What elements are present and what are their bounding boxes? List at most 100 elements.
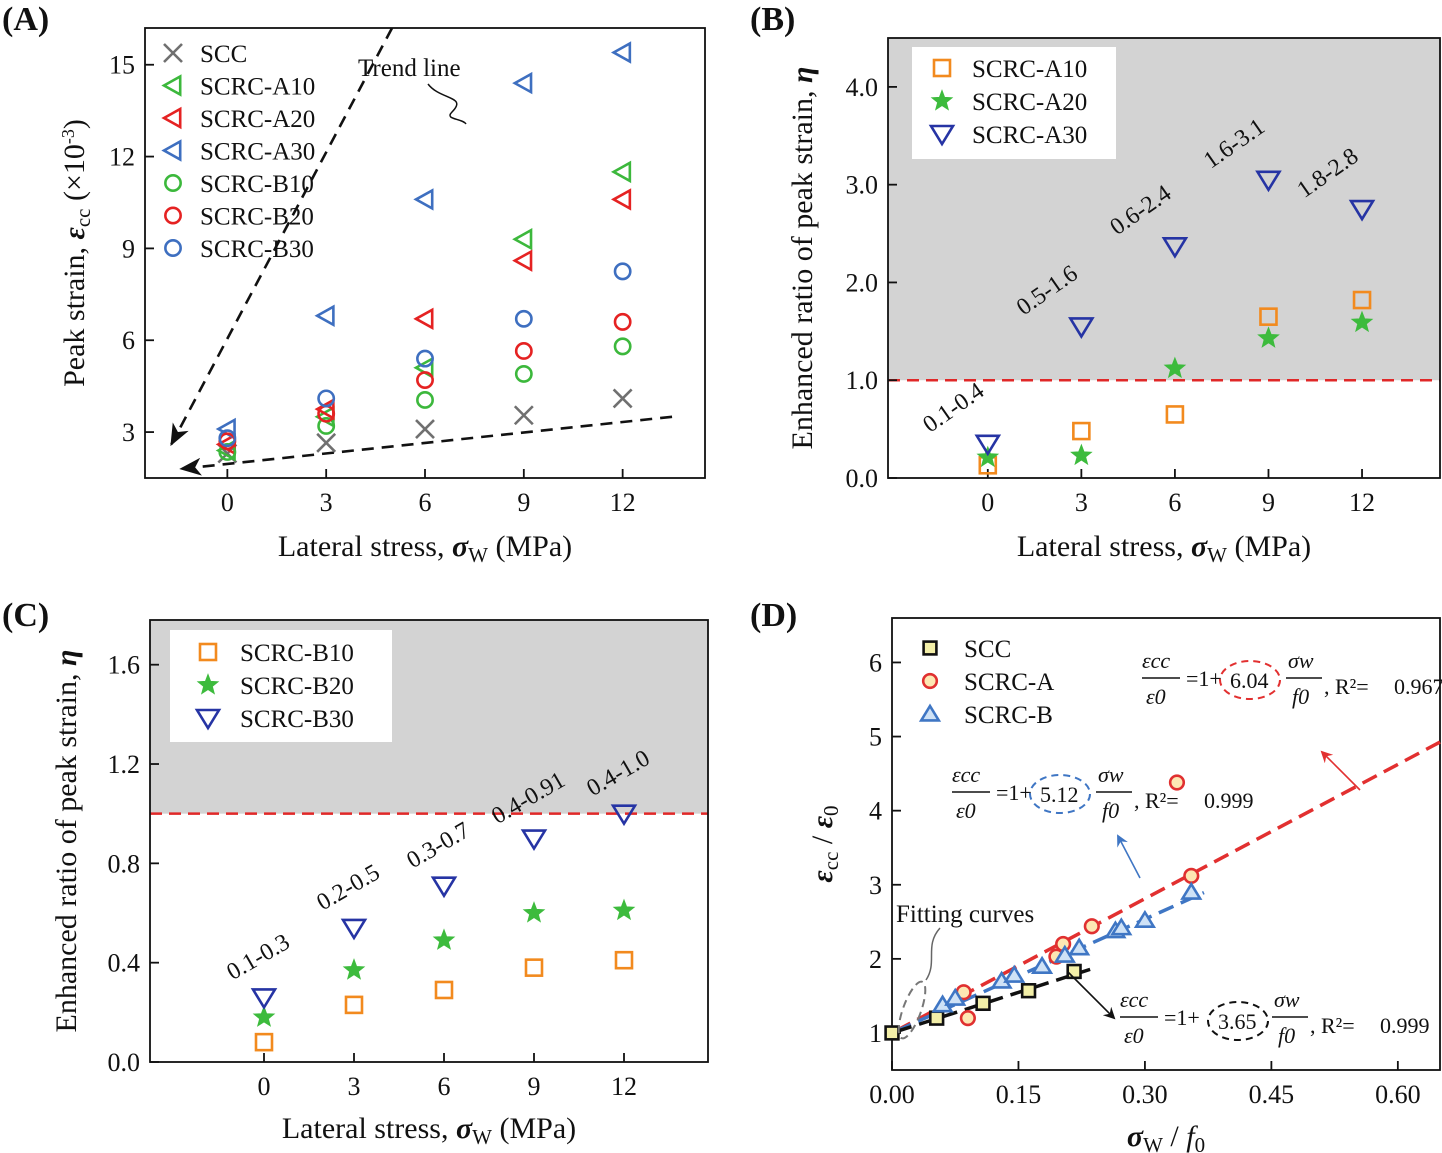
- panel-c-y-tick-label-3: 1.2: [108, 750, 141, 779]
- panel-b: 0 3 6 9 12 0.0 1.0 2.0 3.0 4.0 (B) Lateral stress, …: [750, 1, 1441, 567]
- point-b-scrc-a30-4: [1348, 199, 1376, 222]
- panel-a-label: (A): [2, 1, 49, 38]
- legend-label-scc: SCC: [200, 41, 247, 68]
- point-c-scrc-b30-2: [430, 876, 458, 899]
- point-scrc-b10-4: [613, 337, 632, 356]
- panel-d-x-tick-label-0: 0.00: [869, 1080, 915, 1109]
- point-d-scc-4: [1066, 963, 1082, 980]
- eq-c-denominator: ε0: [1124, 1023, 1144, 1048]
- point-scrc-b20-3: [514, 342, 533, 360]
- point-c-scrc-b20-4: [612, 898, 636, 921]
- panel-c-x-tick-label-4: 12: [611, 1072, 637, 1101]
- point-b-scrc-a30-1: [1068, 317, 1095, 339]
- point-c-scrc-b10-2: [434, 980, 454, 1000]
- panel-a-y-tick-label-2: 9: [122, 234, 135, 263]
- legend-marker-c-scrc-b10: [198, 642, 218, 662]
- legend-label-scrc-a30: SCRC-A30: [200, 139, 315, 166]
- legend-marker-scrc-b30: [164, 239, 182, 257]
- panel-c-y-tick-label-4: 1.6: [108, 651, 141, 680]
- panel-b-y-tick-label-0: 0.0: [846, 464, 879, 493]
- point-d-scc-1: [928, 1010, 945, 1026]
- legend-label-scrc-b20: SCRC-B20: [200, 204, 314, 231]
- fit-line-scrc-a: [895, 740, 1441, 1033]
- eq-a-frac-den: f0: [1292, 684, 1309, 709]
- eq-a-r2-label: , R²=: [1324, 674, 1369, 699]
- series-b-scrc-a30: [974, 170, 1376, 457]
- series-d-scrc-a: [955, 774, 1200, 1027]
- eq-b-mid: =1+: [996, 780, 1032, 805]
- panel-b-range-label-0: 0.1-0.4: [918, 378, 989, 438]
- panel-d-y-tick-label-3: 4: [869, 797, 882, 826]
- point-b-scrc-a10-2: [1165, 405, 1185, 424]
- panel-a-x-tick-label-0: 0: [221, 488, 234, 517]
- panel-a-y-tick-label-0: 3: [122, 418, 135, 447]
- panel-b-x-axis-label: Lateral stress, σW (MPa): [1017, 530, 1311, 567]
- equation-scrc-b: εcc ε0 =1+ 5.12 σw f0 , R²= 0.999: [952, 762, 1254, 823]
- panel-b-x-tick-label-4: 12: [1349, 488, 1375, 517]
- panel-d-y-tick-label-1: 2: [869, 945, 882, 974]
- eq-b-frac-num: σw: [1098, 762, 1124, 787]
- legend-marker-scrc-a10: [161, 74, 182, 97]
- point-b-scrc-a20-3: [1257, 326, 1280, 348]
- point-scrc-b30-4: [613, 262, 632, 281]
- point-b-scrc-a10-1: [1072, 421, 1091, 441]
- panel-d-y-tick-label-2: 3: [869, 871, 882, 900]
- panel-d-plot-frame: [891, 617, 1441, 1071]
- eq-b-coefficient: 5.12: [1040, 782, 1079, 807]
- legend-label-c-scrc-b20: SCRC-B20: [240, 673, 354, 700]
- point-d-scrc-b-9: [1133, 909, 1157, 929]
- panel-a-x-axis-label: Lateral stress, σW (MPa): [278, 530, 572, 567]
- point-d-scrc-a-6: [1183, 867, 1200, 884]
- legend-marker-c-scrc-b20: [196, 673, 220, 695]
- panel-c-range-label-0: 0.1-0.3: [223, 929, 295, 986]
- point-scc-3: [513, 405, 534, 426]
- point-scc-2: [415, 419, 435, 439]
- point-scrc-b10-2: [416, 390, 434, 409]
- panel-a-x-tick-label-3: 9: [517, 488, 530, 517]
- panel-d-y-tick-label-0: 1: [869, 1019, 882, 1048]
- legend-marker-d-scc: [922, 640, 938, 656]
- equation-scrc-a: εcc ε0 =1+ 6.04 σw f0 , R²= 0.967: [1142, 648, 1442, 709]
- panel-d-x-tick-label-1: 0.15: [996, 1080, 1042, 1109]
- panel-a-x-tick-label-1: 3: [320, 488, 333, 517]
- point-b-scrc-a20-1: [1070, 443, 1093, 466]
- point-d-scc-2: [975, 995, 991, 1012]
- point-c-scrc-b10-3: [524, 958, 544, 977]
- equation-scc: εcc ε0 =1+ 3.65 σw f0 , R²= 0.999: [1120, 987, 1430, 1048]
- eq-b-numerator: εcc: [952, 762, 980, 787]
- point-c-scrc-b30-1: [340, 918, 368, 941]
- panel-c-x-axis-label: Lateral stress, σW (MPa): [282, 1112, 576, 1149]
- panel-c-x-tick-label-1: 3: [348, 1072, 361, 1101]
- eq-a-denominator: ε0: [1146, 684, 1166, 709]
- series-scrc-b10: [218, 337, 632, 461]
- panel-b-x-tick-label-0: 0: [981, 488, 994, 517]
- legend-marker-scrc-b10: [164, 174, 182, 192]
- point-c-scrc-b30-0: [250, 988, 278, 1010]
- panel-b-x-tick-label-1: 3: [1075, 488, 1088, 517]
- point-scrc-b10-0: [218, 443, 237, 461]
- panel-a-y-tick-label-1: 6: [122, 326, 135, 355]
- panel-c-x-tick-label-3: 9: [528, 1072, 541, 1101]
- series-d-scrc-b: [931, 881, 1203, 1013]
- point-d-scc-3: [1020, 983, 1037, 999]
- legend-marker-b-scrc-a20: [930, 89, 954, 111]
- point-b-scrc-a30-0: [974, 434, 1002, 457]
- legend-marker-b-scrc-a10: [932, 58, 952, 78]
- panel-d-x-tick-label-2: 0.30: [1122, 1080, 1168, 1109]
- panel-c-range-label-1: 0.2-0.5: [313, 860, 385, 917]
- eq-c-coefficient: 3.65: [1218, 1009, 1257, 1034]
- legend-label-b-scrc-a30: SCRC-A30: [972, 122, 1087, 149]
- point-c-scrc-b10-0: [254, 1032, 274, 1052]
- panel-b-plot-frame: [887, 37, 1441, 479]
- panel-a: 0 3 6 9 12 3 6 9 12 15 (A) Lateral stress, σW (MPa)…: [2, 1, 706, 567]
- panel-d-y-tick-label-5: 6: [869, 648, 882, 677]
- eq-b-r2-label: , R²=: [1134, 788, 1179, 813]
- legend-label-c-scrc-b10: SCRC-B10: [240, 640, 354, 667]
- panel-c-y-tick-label-2: 0.8: [108, 849, 141, 878]
- point-scrc-a30-3: [512, 71, 533, 95]
- panel-c: 0 3 6 9 12 0.0 0.4 0.8 1.2 1.6 (C) Lateral stress, …: [2, 597, 709, 1149]
- point-scrc-a30-1: [314, 304, 335, 327]
- point-scrc-a20-2: [413, 307, 434, 331]
- legend-marker-d-scrc-a: [921, 672, 939, 690]
- panel-b-y-tick-label-3: 3.0: [846, 171, 879, 200]
